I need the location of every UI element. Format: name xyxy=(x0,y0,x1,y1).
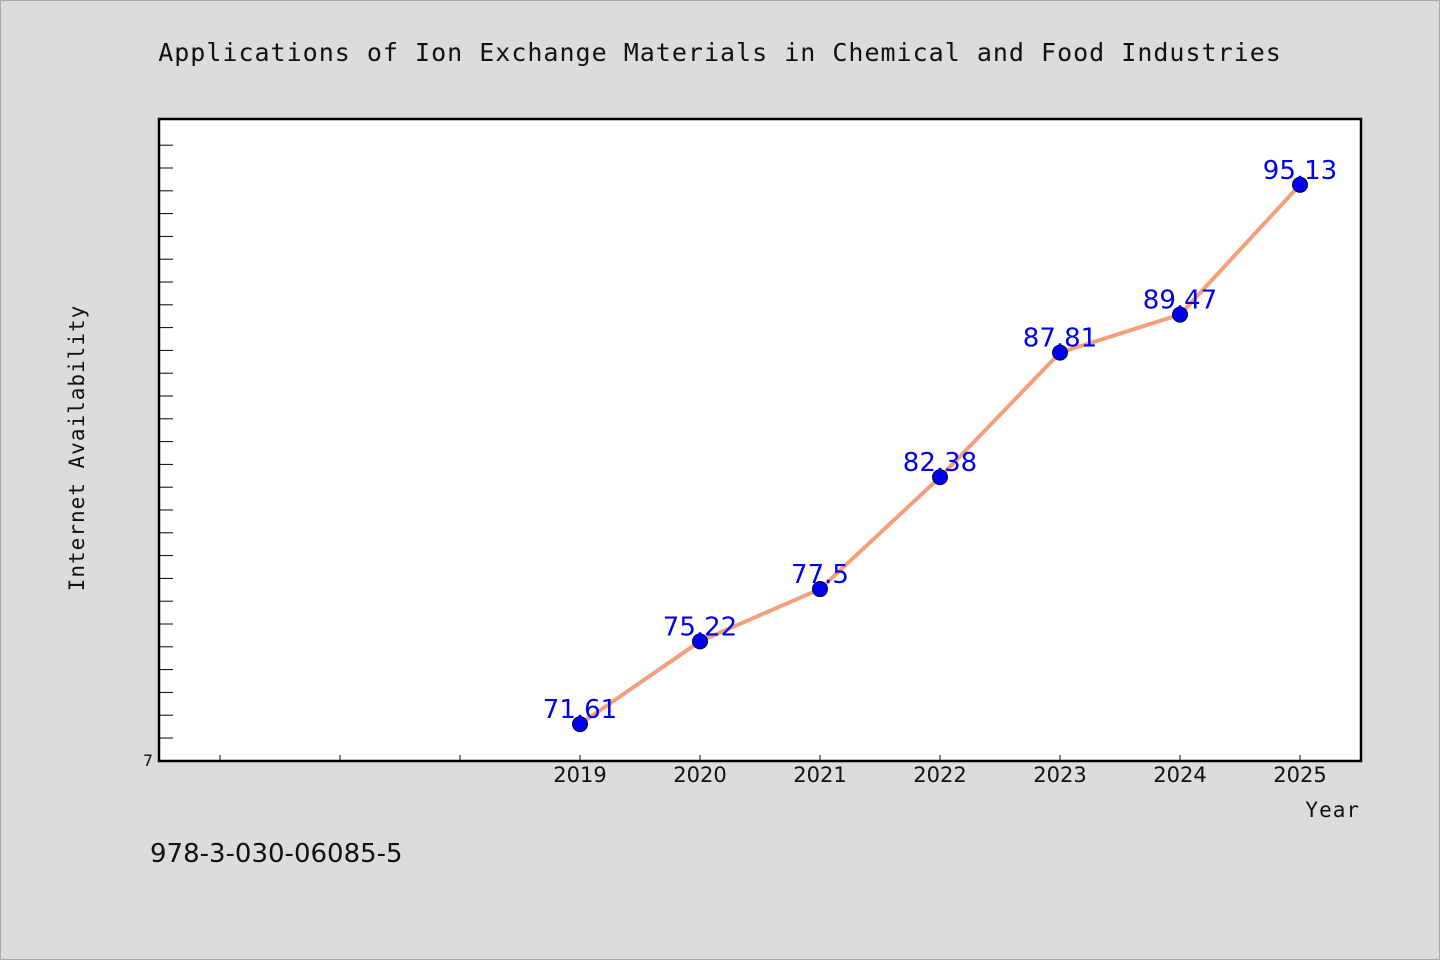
x-tick-label: 2021 xyxy=(793,763,846,787)
plot-area xyxy=(157,117,1363,763)
y-tick-label: 7 xyxy=(143,751,153,770)
x-axis-label: Year xyxy=(1305,798,1360,822)
y-axis-label: Internet Availability xyxy=(65,305,89,592)
data-label: 82.38 xyxy=(903,448,977,478)
y-axis-ticks xyxy=(159,144,173,739)
data-point xyxy=(1292,176,1308,193)
data-label: 87.81 xyxy=(1023,324,1097,354)
x-tick-label: 2023 xyxy=(1033,763,1086,787)
x-axis-ticks xyxy=(219,755,1301,761)
data-point xyxy=(932,469,948,486)
data-point xyxy=(1052,344,1068,361)
data-label: 77.5 xyxy=(791,560,849,590)
series-0: 71.61 75.22 77.5 82.38 87.81 89.47 95.13 xyxy=(543,156,1337,733)
data-label: 75.22 xyxy=(663,612,737,642)
data-label: 71.61 xyxy=(543,695,617,725)
data-label: 95.13 xyxy=(1263,156,1337,186)
data-point xyxy=(692,633,708,650)
x-tick-label: 2019 xyxy=(553,763,606,787)
chart-title: Applications of Ion Exchange Materials i… xyxy=(158,38,1282,67)
x-tick-labels: 2019 2020 2021 2022 2023 2024 2025 xyxy=(553,763,1326,787)
x-tick-label: 2022 xyxy=(913,763,966,787)
data-point xyxy=(572,716,588,733)
data-point xyxy=(1172,306,1188,323)
x-tick-label: 2020 xyxy=(673,763,726,787)
x-tick-label: 2024 xyxy=(1153,763,1206,787)
x-tick-label: 2025 xyxy=(1273,763,1326,787)
isbn-caption: 978-3-030-06085-5 xyxy=(150,839,403,869)
data-label: 89.47 xyxy=(1143,286,1217,316)
data-point xyxy=(812,581,828,598)
